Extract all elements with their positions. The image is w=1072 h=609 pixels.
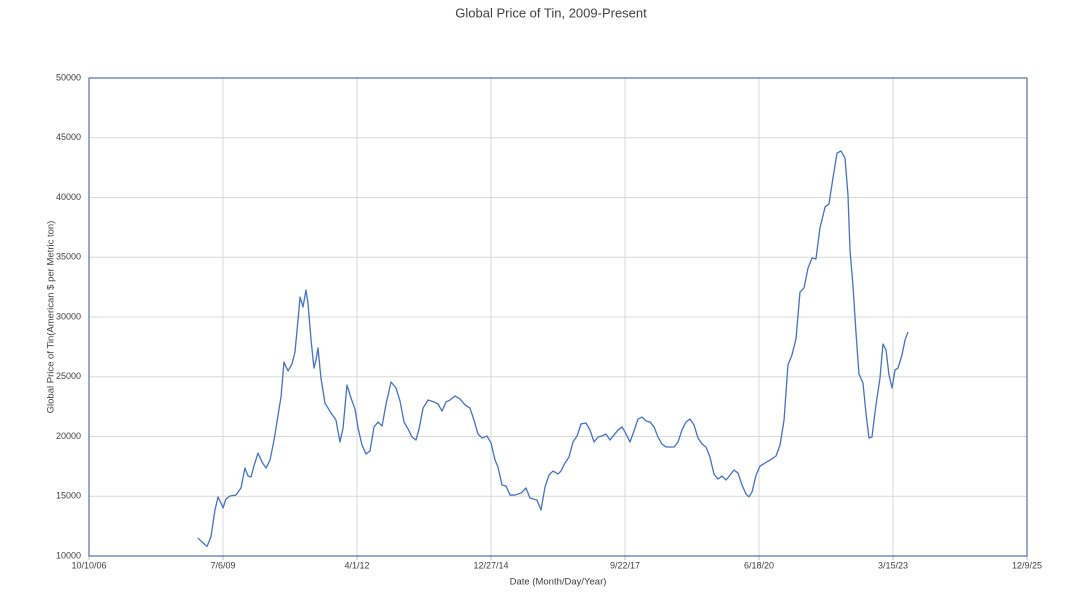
- y-tick-label: 25000: [56, 371, 81, 381]
- y-tick-label: 50000: [56, 72, 81, 82]
- x-tick-label: 10/10/06: [71, 560, 106, 570]
- y-tick-label: 40000: [56, 192, 81, 202]
- price-line: [197, 150, 909, 548]
- x-tick-label: 7/6/09: [210, 560, 235, 570]
- x-axis-title: Date (Month/Day/Year): [510, 577, 607, 588]
- y-tick-label: 20000: [56, 431, 81, 441]
- chart-title: Global Price of Tin, 2009-Present: [455, 5, 647, 20]
- x-tick-label: 6/18/20: [744, 560, 774, 570]
- x-tick-label: 4/1/12: [344, 560, 369, 570]
- y-tick-label: 10000: [56, 550, 81, 560]
- y-tick-label: 15000: [56, 491, 81, 501]
- x-tick-label: 12/27/14: [473, 560, 508, 570]
- y-axis-title: Global Price of Tin(American $ per Metri…: [46, 221, 57, 414]
- y-tick-label: 35000: [56, 252, 81, 262]
- x-tick-label: 12/9/25: [1012, 560, 1042, 570]
- y-tick-label: 45000: [56, 132, 81, 142]
- x-tick-label: 9/22/17: [610, 560, 640, 570]
- y-tick-label: 30000: [56, 311, 81, 321]
- plot-border: [88, 77, 1028, 557]
- x-tick-label: 3/15/23: [878, 560, 908, 570]
